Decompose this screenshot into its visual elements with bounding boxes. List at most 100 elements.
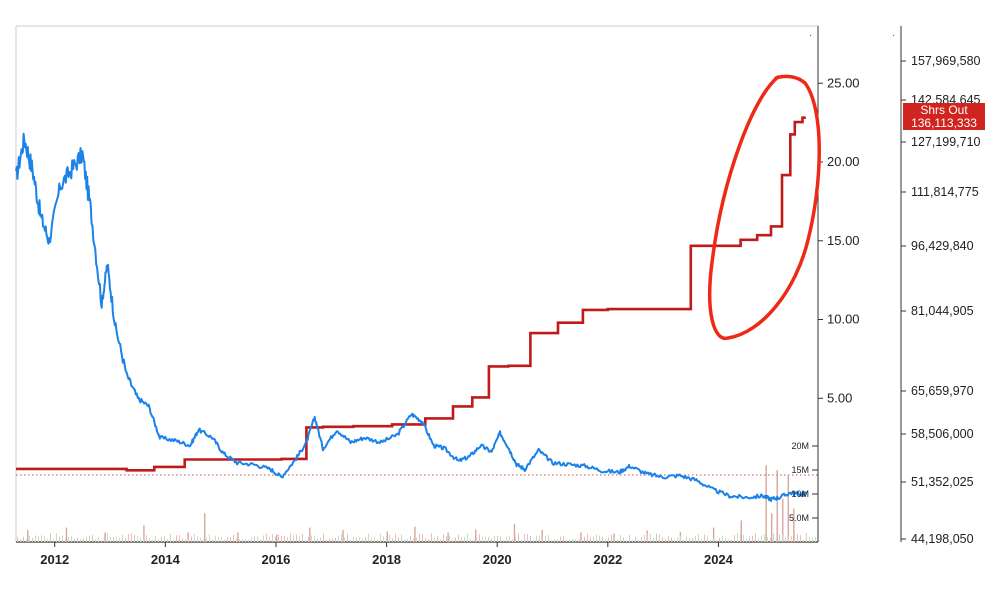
volume-noise-bar: [599, 535, 600, 542]
volume-noise-bar: [659, 533, 660, 542]
volume-noise-bar: [707, 535, 708, 542]
volume-noise-bar: [557, 539, 558, 542]
volume-noise-bar: [362, 539, 363, 542]
volume-noise-bar: [677, 537, 678, 542]
volume-noise-bar: [347, 533, 348, 542]
price-tick-label: 5.00: [827, 390, 852, 405]
volume-noise-bar: [113, 536, 114, 542]
shares-tick-label: 65,659,970: [911, 384, 974, 398]
volume-noise-bar: [161, 536, 162, 542]
volume-noise-bar: [488, 536, 489, 542]
volume-noise-bar: [317, 538, 318, 542]
volume-noise-bar: [803, 539, 804, 542]
volume-noise-bar: [452, 539, 453, 542]
volume-noise-bar: [422, 534, 423, 542]
volume-noise-bar: [407, 539, 408, 542]
volume-noise-bar: [257, 536, 258, 542]
volume-noise-bar: [641, 536, 642, 542]
volume-noise-bar: [86, 536, 87, 542]
volume-noise-bar: [383, 536, 384, 542]
volume-noise-bar: [743, 535, 744, 542]
volume-noise-bar: [437, 536, 438, 542]
volume-bar: [275, 534, 278, 542]
volume-noise-bar: [650, 533, 651, 542]
volume-bar: [65, 527, 68, 542]
volume-noise-bar: [122, 534, 123, 542]
volume-noise-bar: [182, 538, 183, 542]
volume-bar: [541, 530, 543, 542]
volume-noise-bar: [608, 537, 609, 542]
volume-noise-bar: [530, 536, 531, 542]
volume-noise-bar: [242, 539, 243, 542]
volume-bar: [613, 533, 615, 542]
volume-noise-bar: [527, 534, 528, 542]
volume-noise-bar: [524, 534, 525, 542]
volume-bar: [712, 527, 715, 542]
volume-noise-bar: [254, 536, 255, 542]
volume-noise-bar: [734, 535, 735, 542]
volume-noise-bar: [695, 535, 696, 542]
volume-noise-bar: [221, 536, 222, 542]
volume-noise-bar: [551, 539, 552, 542]
volume-noise-bar: [404, 539, 405, 542]
volume-noise-bar: [485, 536, 486, 542]
volume-noise-bar: [455, 537, 456, 542]
volume-noise-bar: [635, 536, 636, 542]
volume-noise-bar: [611, 534, 612, 542]
volume-bar: [770, 513, 773, 542]
volume-noise-bar: [29, 535, 30, 542]
volume-tick-label: 10M: [791, 489, 809, 499]
volume-noise-bar: [74, 538, 75, 542]
volume-noise-bar: [785, 537, 786, 542]
volume-noise-bar: [515, 536, 516, 542]
volume-noise-bar: [791, 536, 792, 542]
volume-noise-bar: [584, 536, 585, 542]
volume-noise-bar: [494, 536, 495, 542]
volume-noise-bar: [758, 538, 759, 542]
volume-noise-bar: [476, 537, 477, 542]
volume-noise-bar: [269, 536, 270, 542]
volume-noise-bar: [716, 539, 717, 542]
annotation-ellipse: [707, 74, 821, 341]
x-tick-label: 2012: [40, 552, 69, 567]
volume-noise-bar: [107, 533, 108, 542]
volume-noise-bar: [227, 536, 228, 542]
volume-noise-bar: [413, 538, 414, 542]
volume-noise-bar: [740, 533, 741, 542]
volume-noise-bar: [755, 533, 756, 542]
volume-noise-bar: [701, 539, 702, 542]
shares-tick-label: 157,969,580: [911, 54, 981, 68]
volume-noise-bar: [248, 539, 249, 542]
volume-noise-bar: [134, 534, 135, 542]
volume-bar: [765, 465, 767, 542]
volume-noise-bar: [140, 537, 141, 542]
volume-noise-bar: [395, 533, 396, 542]
volume-noise-bar: [152, 539, 153, 542]
volume-noise-bar: [305, 539, 306, 542]
volume-bar: [513, 523, 516, 542]
volume-noise-bar: [365, 536, 366, 542]
volume-noise-bar: [401, 534, 402, 542]
volume-noise-bar: [230, 537, 231, 542]
volume-noise-bar: [374, 537, 375, 542]
volume-bar: [782, 498, 784, 542]
volume-noise-bar: [350, 539, 351, 542]
volume-noise-bar: [116, 536, 117, 542]
volume-noise-bar: [200, 538, 201, 542]
volume-noise-bar: [719, 538, 720, 542]
volume-noise-bar: [665, 538, 666, 542]
x-tick-label: 2018: [372, 552, 401, 567]
volume-noise-bar: [446, 536, 447, 542]
volume-noise-bar: [782, 534, 783, 542]
volume-bar: [447, 532, 449, 542]
price-tick-label: 25.00: [827, 75, 860, 90]
volume-noise-bar: [491, 538, 492, 542]
volume-noise-bar: [299, 536, 300, 542]
volume-noise-bar: [335, 537, 336, 542]
volume-bar: [580, 532, 582, 542]
volume-noise-bar: [620, 534, 621, 542]
volume-noise-bar: [332, 538, 333, 542]
volume-noise-bar: [377, 539, 378, 542]
x-tick-label: 2022: [593, 552, 622, 567]
